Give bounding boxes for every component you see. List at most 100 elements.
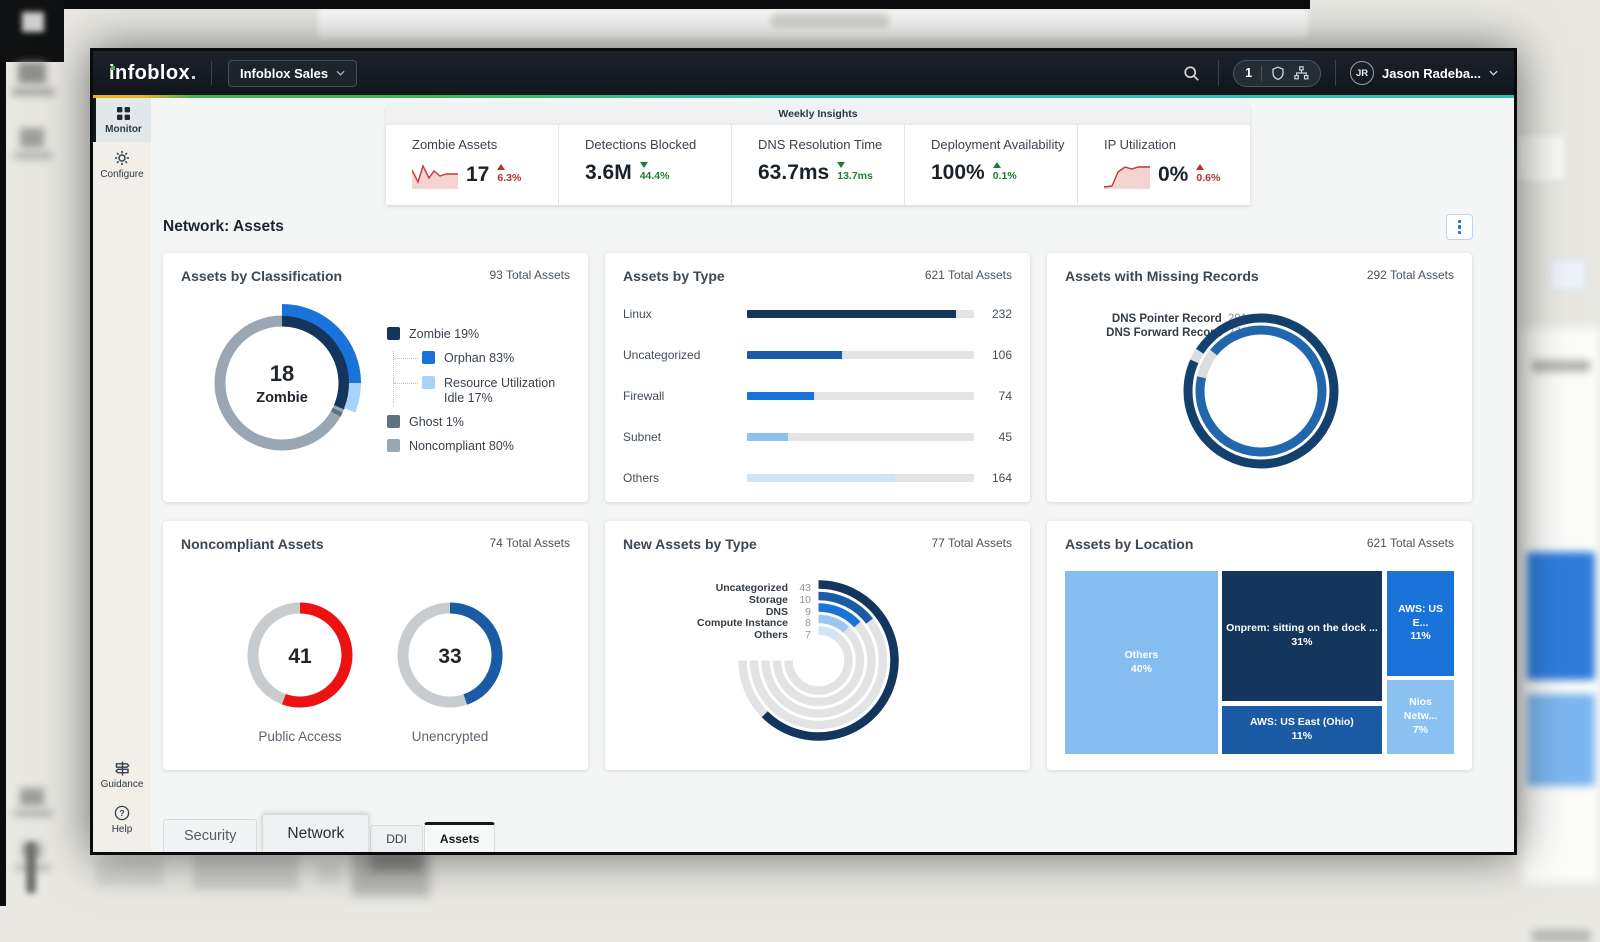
card-new-assets-by-type: New Assets by Type 77 Total Assets Uncat… bbox=[605, 521, 1030, 770]
signpost-icon bbox=[114, 761, 131, 776]
kpi-delta-value: 6.3% bbox=[497, 172, 521, 184]
missing-records-svg bbox=[1171, 301, 1351, 481]
card-total: 292 Total Assets bbox=[1367, 268, 1454, 284]
legend-item: Zombie 19% bbox=[387, 327, 573, 342]
kpi-sparkline bbox=[1104, 161, 1150, 189]
top-black-bar bbox=[0, 0, 1310, 9]
blurred-sidebar-label bbox=[16, 864, 50, 871]
gauge-label: Public Access bbox=[225, 729, 375, 744]
legend-subgroup: Orphan 83% Resource Utilization Idle 17% bbox=[393, 351, 573, 406]
infoblox-logo: infoblox bbox=[109, 62, 195, 85]
tab-security[interactable]: Security bbox=[163, 819, 257, 852]
legend-item: Orphan 83% bbox=[422, 351, 573, 366]
bar-track bbox=[747, 392, 974, 400]
legend-label: Noncompliant 80% bbox=[409, 439, 514, 454]
delta-up-arrow-icon bbox=[1196, 164, 1204, 170]
divider bbox=[1261, 66, 1262, 81]
more-options-button[interactable] bbox=[1446, 214, 1473, 240]
treemap-block-nios-netw-[interactable]: Nios Netw...7% bbox=[1387, 680, 1454, 754]
kpi-delta-value: 44.4% bbox=[640, 170, 670, 182]
sidebar-item-monitor[interactable]: Monitor bbox=[93, 98, 151, 142]
card-title: New Assets by Type bbox=[623, 536, 757, 552]
legend-swatch bbox=[387, 415, 400, 428]
card-title: Assets by Location bbox=[1065, 536, 1193, 552]
tab-network[interactable]: Network bbox=[262, 814, 369, 852]
sidebar-item-help[interactable]: ? Help bbox=[93, 797, 151, 842]
card-title: Assets by Type bbox=[623, 268, 725, 284]
blurred-blue-block bbox=[1527, 552, 1595, 680]
legend-item: Ghost 1% bbox=[387, 415, 573, 430]
legend-label: Resource Utilization Idle 17% bbox=[444, 376, 573, 406]
treemap-label: Onprem: sitting on the dock ...31% bbox=[1226, 622, 1378, 649]
kpi-label: Detections Blocked bbox=[585, 137, 731, 152]
sidebar-item-guidance[interactable]: Guidance bbox=[93, 753, 151, 797]
kpi-sparkline bbox=[412, 161, 458, 189]
blurred-sidebar-icon bbox=[20, 128, 44, 148]
svg-text:33: 33 bbox=[438, 645, 461, 668]
blurred-sidebar-label bbox=[14, 810, 52, 817]
bar-value: 164 bbox=[974, 471, 1012, 485]
sitemap-icon[interactable] bbox=[1294, 66, 1309, 80]
treemap-block-aws-us-e-[interactable]: AWS: US E...11% bbox=[1387, 571, 1454, 676]
gear-icon bbox=[114, 150, 130, 166]
kpi-delta: 0.1% bbox=[993, 162, 1017, 182]
bar-fill bbox=[747, 392, 814, 400]
blurred-text bbox=[1532, 930, 1590, 942]
blurred-address-pill bbox=[770, 13, 890, 28]
user-menu[interactable]: JR Jason Radeba... bbox=[1350, 61, 1498, 85]
kpi-value: 63.7ms bbox=[758, 161, 829, 185]
delta-up-arrow-icon bbox=[497, 164, 505, 170]
bar-label: Firewall bbox=[623, 389, 747, 403]
chevron-down-icon bbox=[1489, 70, 1498, 76]
sidebar-item-configure[interactable]: Configure bbox=[93, 142, 151, 187]
tab-ddi[interactable]: DDI bbox=[370, 825, 423, 852]
blurred-tab bbox=[193, 854, 298, 890]
new-assets-radial-chart bbox=[731, 573, 906, 753]
treemap-block-aws-us-east-ohio-[interactable]: AWS: US East (Ohio)11% bbox=[1222, 706, 1382, 754]
blurred-blue-block bbox=[1527, 694, 1595, 786]
treemap-block-onprem-sitting-on-the-dock-[interactable]: Onprem: sitting on the dock ...31% bbox=[1222, 571, 1382, 701]
search-icon[interactable] bbox=[1179, 61, 1204, 86]
treemap-label: AWS: US East (Ohio)11% bbox=[1250, 716, 1354, 743]
user-name: Jason Radeba... bbox=[1382, 66, 1481, 81]
legend-swatch bbox=[387, 439, 400, 452]
card-assets-missing-records: Assets with Missing Records 292 Total As… bbox=[1047, 253, 1472, 502]
tab-assets[interactable]: Assets bbox=[424, 822, 495, 852]
classification-legend: Zombie 19% Orphan 83% Resource Utilization… bbox=[387, 327, 573, 463]
chevron-down-icon bbox=[336, 70, 345, 76]
bar-value: 232 bbox=[974, 307, 1012, 321]
logo-text: infoblox bbox=[109, 62, 190, 84]
org-selector[interactable]: Infoblox Sales bbox=[228, 60, 357, 87]
divider bbox=[1218, 60, 1219, 86]
card-assets-by-location: Assets by Location 621 Total Assets Othe… bbox=[1047, 521, 1472, 770]
bar-track bbox=[747, 351, 974, 359]
bar-value: 74 bbox=[974, 389, 1012, 403]
notification-pill[interactable]: 1 bbox=[1233, 60, 1321, 87]
sidebar-item-label: Monitor bbox=[105, 124, 142, 135]
blurred-tab bbox=[318, 862, 340, 884]
bar-fill bbox=[747, 351, 842, 359]
bar-fill bbox=[747, 310, 956, 318]
gauge-label: Unencrypted bbox=[375, 729, 525, 744]
blurred-scrollbar bbox=[26, 842, 36, 894]
bar-track bbox=[747, 474, 974, 482]
blurred-tab bbox=[95, 858, 163, 886]
logo-period bbox=[192, 76, 195, 79]
shield-icon[interactable] bbox=[1271, 66, 1285, 81]
svg-text:18: 18 bbox=[270, 361, 294, 386]
monitor-grid-icon bbox=[116, 106, 131, 121]
kpi-delta-value: 0.6% bbox=[1196, 172, 1220, 184]
legend-item: Noncompliant 80% bbox=[387, 439, 573, 454]
blurred-kebab bbox=[1550, 260, 1586, 290]
legend-label: Orphan 83% bbox=[444, 351, 514, 366]
blurred-sidebar-label bbox=[14, 152, 52, 159]
bar-track bbox=[747, 433, 974, 441]
